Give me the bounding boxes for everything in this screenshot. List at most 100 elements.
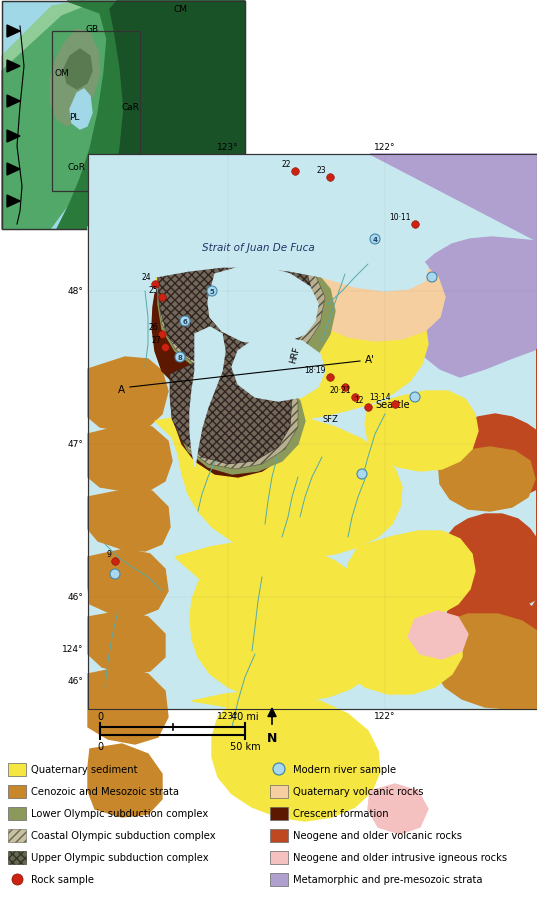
Polygon shape [190, 328, 225, 468]
Text: A: A [118, 385, 125, 395]
Text: CoR: CoR [68, 163, 86, 172]
Polygon shape [432, 614, 537, 709]
Text: 22: 22 [281, 160, 291, 169]
Text: 25: 25 [148, 285, 158, 294]
Text: 27: 27 [151, 336, 161, 345]
Text: 8: 8 [178, 355, 183, 360]
Text: 0: 0 [97, 741, 103, 751]
Bar [88, 154, 537, 709]
Text: Metamorphic and pre-mesozoic strata: Metamorphic and pre-mesozoic strata [293, 874, 483, 884]
Polygon shape [370, 154, 537, 377]
Text: 46°: 46° [67, 593, 83, 601]
Text: 9: 9 [106, 549, 111, 558]
Text: 12: 12 [354, 396, 364, 405]
Text: 10·11: 10·11 [389, 213, 411, 222]
Circle shape [410, 393, 420, 403]
Polygon shape [438, 349, 537, 507]
Polygon shape [88, 489, 170, 552]
Bar [88, 154, 537, 709]
Polygon shape [232, 338, 325, 402]
Text: 26: 26 [148, 322, 158, 331]
Text: Neogene and older volcanic rocks: Neogene and older volcanic rocks [293, 830, 462, 840]
Circle shape [207, 286, 217, 297]
Text: 23: 23 [316, 166, 326, 175]
Text: A': A' [365, 355, 375, 365]
Text: CM: CM [173, 5, 187, 14]
Text: 24: 24 [141, 273, 151, 282]
Polygon shape [155, 245, 335, 385]
Text: 46°: 46° [67, 676, 83, 685]
Polygon shape [208, 267, 318, 345]
Polygon shape [70, 90, 92, 130]
Polygon shape [50, 30, 100, 126]
Polygon shape [7, 26, 20, 38]
Text: Lower Olympic subduction complex: Lower Olympic subduction complex [31, 808, 208, 818]
Polygon shape [175, 382, 290, 478]
Circle shape [370, 235, 380, 245]
Text: 123°: 123° [217, 712, 239, 721]
Polygon shape [158, 245, 315, 375]
Text: 18·19: 18·19 [304, 366, 326, 375]
Text: 6: 6 [183, 319, 187, 325]
Polygon shape [107, 2, 245, 229]
Polygon shape [88, 358, 168, 432]
Circle shape [110, 570, 120, 580]
Polygon shape [88, 219, 428, 294]
Text: Seattle: Seattle [375, 399, 410, 410]
Polygon shape [290, 201, 408, 267]
Text: 0: 0 [97, 712, 103, 721]
Text: Neogene and older intrusive igneous rocks: Neogene and older intrusive igneous rock… [293, 852, 507, 862]
Text: Crescent formation: Crescent formation [293, 808, 389, 818]
Text: 47°: 47° [67, 440, 83, 449]
Bar [270, 829, 288, 842]
Bar [270, 807, 288, 820]
Text: 124°: 124° [62, 645, 83, 654]
Text: Cenozoic and Mesozoic strata: Cenozoic and Mesozoic strata [31, 787, 179, 796]
Text: Upper Olympic subduction complex: Upper Olympic subduction complex [31, 852, 209, 862]
Polygon shape [440, 489, 537, 614]
Text: OM: OM [55, 70, 69, 79]
Polygon shape [88, 424, 172, 491]
Circle shape [357, 470, 367, 479]
Text: Quaternary sediment: Quaternary sediment [31, 764, 137, 774]
Polygon shape [2, 2, 114, 229]
Bar [270, 873, 288, 886]
Polygon shape [152, 272, 295, 399]
Text: 122°: 122° [374, 143, 396, 152]
Text: GB: GB [85, 25, 99, 34]
Text: Coastal Olympic subduction complex: Coastal Olympic subduction complex [31, 830, 216, 840]
Text: 13·14: 13·14 [369, 393, 391, 402]
Text: 122°: 122° [374, 712, 396, 721]
Text: 40 mi: 40 mi [231, 712, 259, 721]
Text: Strait of Juan De Fuca: Strait of Juan De Fuca [201, 243, 314, 253]
Text: 123°: 123° [217, 143, 239, 152]
Polygon shape [340, 608, 462, 694]
Polygon shape [88, 549, 168, 618]
Polygon shape [302, 252, 445, 341]
Polygon shape [170, 358, 292, 464]
Text: Quaternary volcanic rocks: Quaternary volcanic rocks [293, 787, 424, 796]
Polygon shape [365, 392, 478, 471]
Bar [52, 32, 140, 191]
Bar [2, 2, 245, 229]
Circle shape [427, 273, 437, 283]
Polygon shape [442, 591, 537, 709]
Polygon shape [175, 542, 388, 702]
Circle shape [175, 352, 185, 363]
Text: SFZ: SFZ [322, 415, 338, 424]
Polygon shape [155, 242, 325, 377]
Polygon shape [57, 2, 245, 229]
Polygon shape [88, 744, 162, 817]
Polygon shape [88, 667, 168, 744]
Polygon shape [7, 96, 20, 107]
Text: PL: PL [69, 112, 79, 121]
Text: 4: 4 [373, 237, 378, 243]
Polygon shape [7, 196, 20, 208]
Polygon shape [408, 611, 468, 659]
Bar [8, 785, 26, 798]
Bar [2, 2, 245, 229]
Polygon shape [7, 131, 20, 143]
Text: 48°: 48° [67, 287, 83, 296]
Polygon shape [2, 7, 114, 229]
Text: HRF: HRF [288, 345, 302, 364]
